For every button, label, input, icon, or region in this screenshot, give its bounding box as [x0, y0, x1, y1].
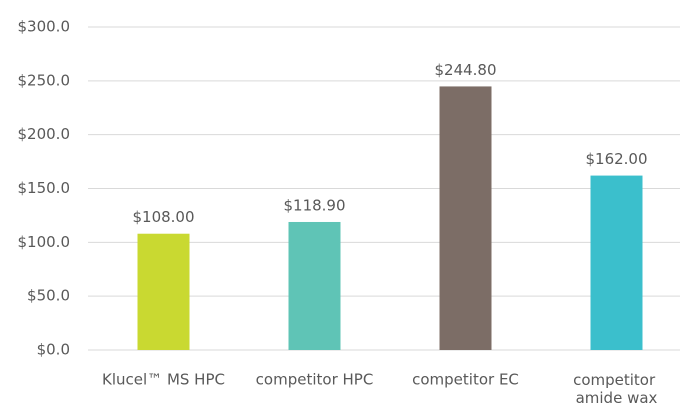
- bar: [288, 221, 341, 350]
- bar: [590, 175, 643, 350]
- bar: [439, 86, 492, 350]
- y-tick-label: $300.0: [18, 18, 71, 36]
- x-tick-label: competitor EC: [412, 371, 519, 389]
- bar: [137, 233, 190, 350]
- data-label: $118.90: [283, 196, 345, 214]
- y-tick-label: $100.0: [18, 233, 71, 251]
- data-label: $108.00: [132, 208, 194, 226]
- x-tick-label: competitor HPC: [256, 371, 374, 389]
- data-label: $244.80: [434, 61, 496, 79]
- y-tick-label: $250.0: [18, 71, 71, 89]
- y-tick-label: $150.0: [18, 179, 71, 197]
- data-label: $162.00: [585, 150, 647, 168]
- x-tick-label: competitor amide wax: [573, 371, 660, 405]
- y-tick-label: $0.0: [37, 341, 70, 359]
- x-tick-label: Klucel™ MS HPC: [102, 371, 225, 389]
- y-tick-label: $200.0: [18, 125, 71, 143]
- y-tick-label: $50.0: [27, 287, 70, 305]
